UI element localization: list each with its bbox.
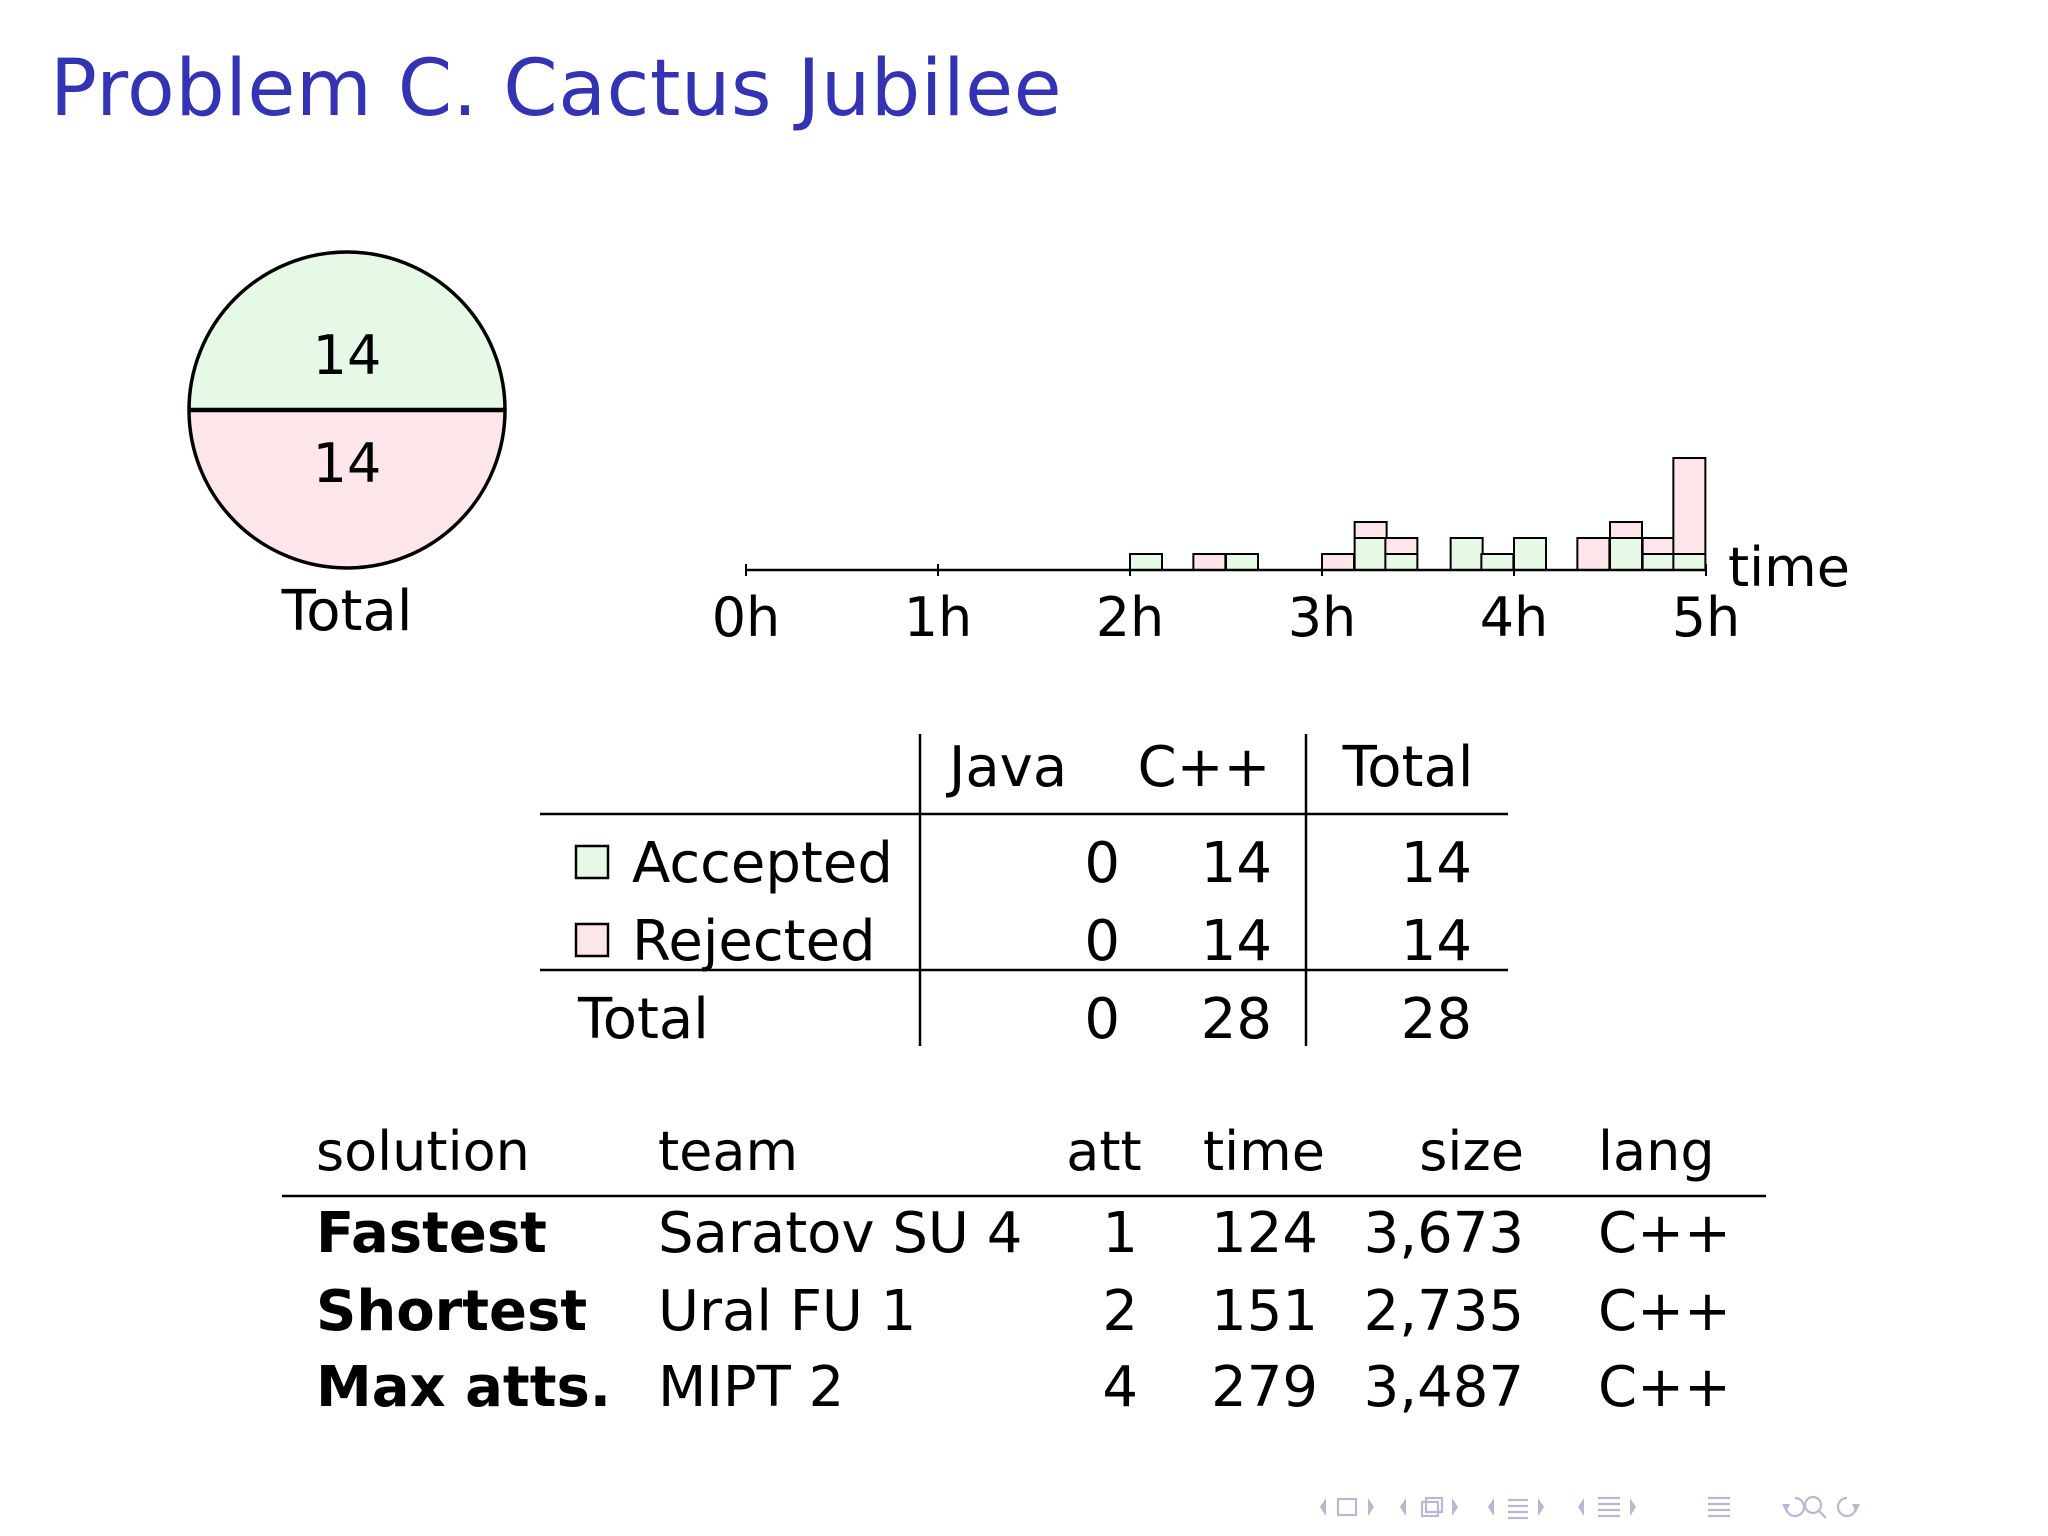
sol-cell: C++ (1598, 1355, 1731, 1420)
sol-cell: MIPT 2 (658, 1355, 844, 1420)
table-cell: 28 (1401, 987, 1472, 1052)
sol-header-cell: att (1066, 1120, 1141, 1183)
hist-bar-accepted (1129, 553, 1163, 571)
subsection-prev-icon[interactable] (1400, 1498, 1406, 1516)
table-row-label: Total (577, 987, 709, 1052)
table-row-label: Rejected (632, 909, 876, 974)
hist-bar-accepted (1449, 537, 1484, 571)
sol-cell: Saratov SU 4 (658, 1201, 1022, 1266)
table-row-label: Accepted (632, 831, 893, 896)
pie-label-rejected: 14 (313, 432, 382, 495)
sol-row-label: Fastest (316, 1201, 547, 1266)
solutions-table: solution team att time size lang Fastest Sarato… (282, 1120, 1766, 1420)
sol-row-label: Max atts. (316, 1355, 611, 1420)
frame-next-icon[interactable] (1368, 1498, 1374, 1516)
beamer-navigation (1320, 1495, 1860, 1520)
sol-header-cell: size (1419, 1120, 1524, 1183)
table-cell: 14 (1201, 831, 1272, 896)
table-cell: 0 (1084, 987, 1120, 1052)
frame-icon[interactable] (1336, 1497, 1358, 1517)
sol-cell: 124 (1211, 1201, 1318, 1266)
doc-prev-icon[interactable] (1578, 1498, 1584, 1516)
doc-icon[interactable] (1598, 1496, 1620, 1518)
subsection-next-icon[interactable] (1452, 1498, 1458, 1516)
section-next-icon[interactable] (1538, 1498, 1544, 1516)
hist-tick-label: 1h (904, 586, 973, 649)
hist-bar-accepted (1480, 553, 1515, 571)
hist-bar-accepted (1384, 553, 1419, 571)
hist-tick-label: 4h (1480, 586, 1549, 649)
hist-bar-accepted (1353, 537, 1388, 571)
hist-bar-accepted (1641, 553, 1676, 571)
table-header-cell: Java (946, 735, 1067, 800)
table-cell: 14 (1401, 909, 1472, 974)
forward-icon[interactable] (1836, 1496, 1860, 1518)
pie-caption: Total (281, 579, 413, 644)
sol-cell: 2 (1102, 1279, 1138, 1344)
hist-bar-accepted (1225, 553, 1259, 571)
hist-tick-label: 2h (1096, 586, 1165, 649)
sol-cell: Ural FU 1 (658, 1279, 916, 1344)
sol-header-cell: team (658, 1120, 798, 1183)
sol-cell: C++ (1598, 1201, 1731, 1266)
sol-cell: 4 (1102, 1355, 1138, 1420)
table-cell: 14 (1201, 909, 1272, 974)
table-header-cell: C++ (1138, 735, 1271, 800)
hist-bar-accepted (1672, 553, 1707, 571)
sol-header-cell: solution (316, 1120, 530, 1183)
sol-cell: 2,735 (1364, 1279, 1524, 1344)
hist-bar-accepted (1609, 537, 1643, 571)
slide-title: Problem C. Cactus Jubilee (50, 44, 1063, 134)
legend-swatch-accepted (574, 844, 610, 880)
sol-header-cell: lang (1598, 1120, 1715, 1183)
legend-swatch-rejected (574, 922, 610, 958)
back-icon[interactable] (1782, 1496, 1806, 1518)
section-prev-icon[interactable] (1488, 1498, 1494, 1516)
hist-bar-rejected (1353, 521, 1388, 539)
hist-tick-label: 3h (1288, 586, 1357, 649)
pie-chart: 14 14 Total (187, 250, 507, 644)
sol-cell: 279 (1211, 1355, 1318, 1420)
table-cell: 0 (1084, 831, 1120, 896)
sol-cell: 3,673 (1364, 1201, 1524, 1266)
frame-prev-icon[interactable] (1320, 1498, 1326, 1516)
sol-cell: C++ (1598, 1279, 1731, 1344)
hist-axis-label: time (1728, 536, 1850, 599)
sol-header-cell: time (1203, 1120, 1325, 1183)
hist-bar-rejected (1576, 537, 1611, 571)
language-summary-table: Java C++ Total Accepted 0 14 14 Rejected 0 14 14 To… (540, 734, 1508, 1052)
hist-bar-rejected (1384, 537, 1419, 555)
pie-slice-rejected (189, 410, 505, 568)
toc-icon[interactable] (1708, 1496, 1730, 1518)
sol-cell: 1 (1102, 1201, 1138, 1266)
sol-cell: 3,487 (1364, 1355, 1524, 1420)
table-cell: 14 (1401, 831, 1472, 896)
subsection-icon[interactable] (1420, 1496, 1444, 1518)
sol-row-label: Shortest (316, 1279, 587, 1344)
hist-bar-rejected (1672, 457, 1707, 555)
table-cell: 28 (1201, 987, 1272, 1052)
hist-bar-rejected (1641, 537, 1676, 555)
pie-label-accepted: 14 (313, 324, 382, 387)
table-header-cell: Total (1342, 735, 1474, 800)
table-cell: 0 (1084, 909, 1120, 974)
hist-tick-label: 5h (1672, 586, 1741, 649)
doc-next-icon[interactable] (1630, 1498, 1636, 1516)
sol-cell: 151 (1211, 1279, 1318, 1344)
section-icon[interactable] (1508, 1498, 1528, 1520)
hist-bar-rejected (1609, 521, 1643, 539)
hist-bar-rejected (1321, 553, 1355, 571)
hist-tick-label: 0h (712, 586, 781, 649)
hist-bar-accepted (1513, 537, 1547, 571)
pie-slice-accepted (189, 252, 505, 410)
search-icon[interactable] (1803, 1495, 1827, 1519)
hist-bar-rejected (1192, 553, 1227, 571)
